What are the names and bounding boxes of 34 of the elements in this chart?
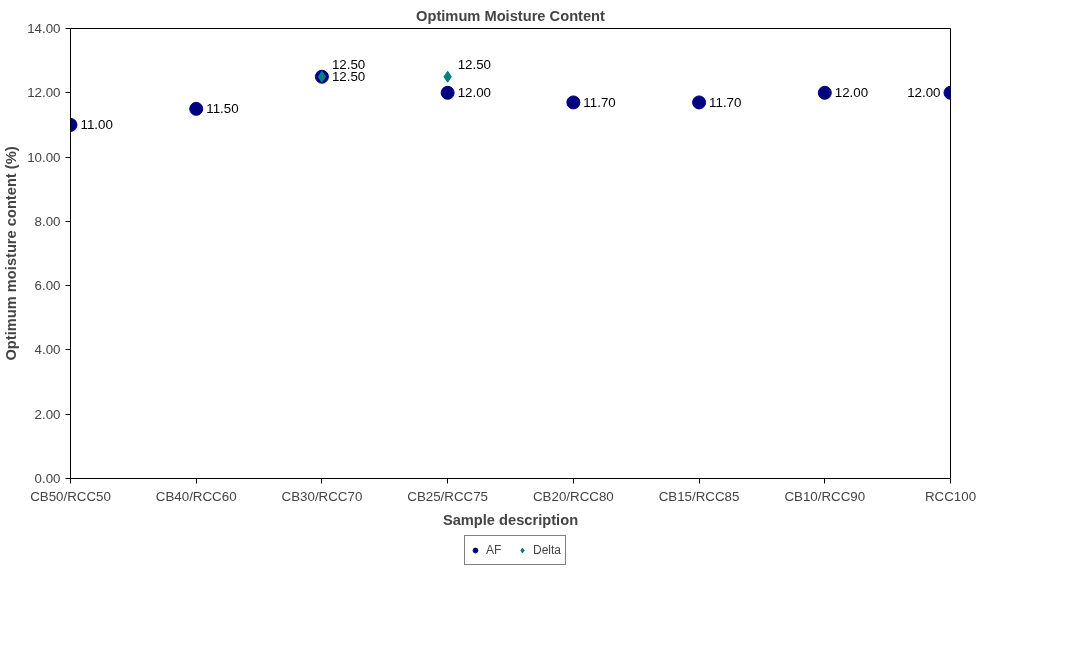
data-label: 11.70 [583,94,616,110]
y-axis-title: Optimum moisture content (%) [3,146,20,361]
x-axis-title: Sample description [442,511,579,528]
x-tick-label: CB25/RCC75 [407,488,489,504]
y-tick-label: 8.00 [34,213,61,229]
x-tick-label: CB20/RCC80 [532,488,614,504]
y-tick-label: 12.00 [27,85,61,101]
legend-label: AF [485,543,503,557]
x-tick-label: CB10/RCC90 [784,488,866,504]
data-label: 12.00 [457,85,491,101]
data-label: 11.50 [206,101,239,117]
y-tick-label: 10.00 [27,149,61,165]
legend-label: Delta [532,543,562,557]
data-label: 12.50 [457,57,491,73]
x-tick-label: CB50/RCC50 [30,488,111,504]
y-tick-label: 14.00 [27,21,61,36]
y-tick-label: 2.00 [34,406,61,422]
y-tick-label: 6.00 [34,278,61,294]
data-label: 12.00 [834,85,869,101]
data-label: 11.70 [709,94,742,110]
point [189,101,204,116]
data-label: 11.00 [80,117,113,133]
x-tick-label: CB15/RCC85 [658,488,740,504]
point [566,95,581,110]
data-label: 12.00 [907,85,941,101]
point [440,85,455,100]
x-tick-label: CB40/RCC60 [155,488,237,504]
x-tick-label: RCC100 [924,488,977,504]
y-tick-label: 0.00 [34,471,61,486]
point [692,95,707,110]
x-tick-label: CB30/RCC70 [281,488,363,504]
point [817,85,832,100]
y-tick-label: 4.00 [34,342,61,358]
chart-title: Optimum Moisture Content [416,7,606,24]
